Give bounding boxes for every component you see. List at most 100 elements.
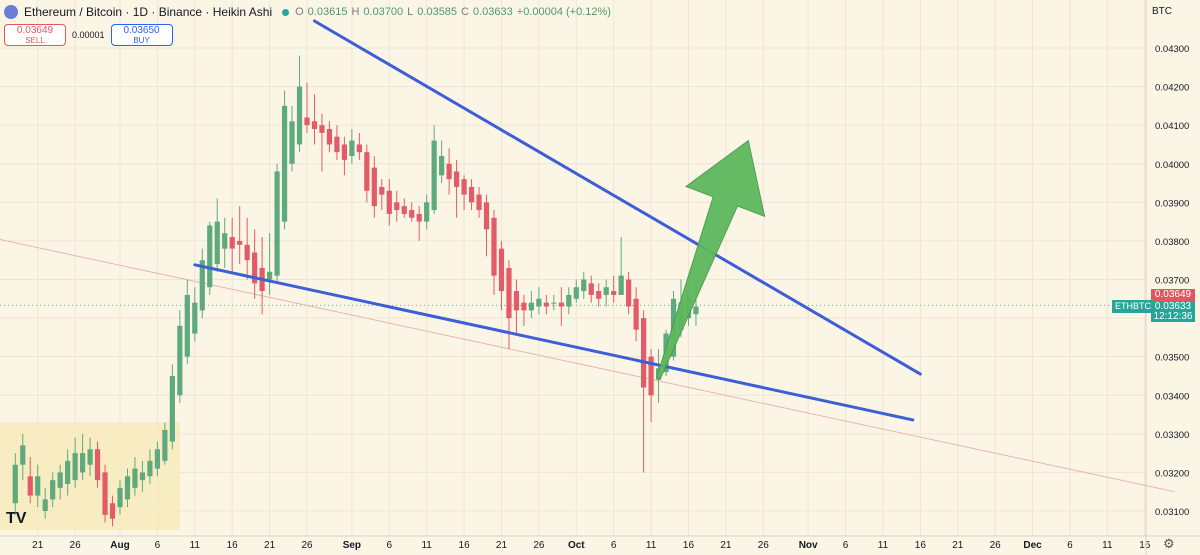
candle-body[interactable]: [364, 152, 370, 191]
candle-body[interactable]: [573, 287, 579, 299]
buy-button[interactable]: 0.03650 BUY: [110, 24, 173, 46]
candle-body[interactable]: [35, 476, 41, 496]
candle-body[interactable]: [326, 129, 333, 145]
candle-body[interactable]: [394, 202, 400, 211]
up-arrow-drawing[interactable]: [656, 139, 766, 380]
candle-body[interactable]: [431, 140, 437, 211]
candle-body[interactable]: [379, 186, 385, 195]
candle-body[interactable]: [603, 287, 609, 295]
candle-body[interactable]: [476, 194, 482, 211]
candle-body[interactable]: [184, 294, 190, 357]
candle-body[interactable]: [648, 356, 654, 396]
gear-icon[interactable]: ⚙: [1163, 536, 1175, 551]
candle-body[interactable]: [199, 260, 205, 311]
candle-body[interactable]: [468, 186, 475, 203]
candle-body[interactable]: [289, 121, 295, 164]
lower-trendline[interactable]: [193, 263, 915, 422]
symbol-title[interactable]: Ethereum / Bitcoin · 1D · Binance · Heik…: [24, 5, 273, 19]
candle-body[interactable]: [296, 86, 303, 145]
candle-body[interactable]: [50, 480, 56, 500]
last-price: 0.03633: [1154, 301, 1192, 312]
candle-body[interactable]: [446, 163, 452, 180]
candle-body[interactable]: [177, 325, 183, 396]
candle-body[interactable]: [57, 472, 63, 488]
candle-body[interactable]: [42, 499, 48, 511]
candle-body[interactable]: [371, 167, 377, 207]
candle-body[interactable]: [20, 445, 26, 465]
candle-body[interactable]: [281, 105, 288, 222]
candle-body[interactable]: [416, 213, 422, 222]
candle-body[interactable]: [267, 271, 273, 280]
candle-body[interactable]: [87, 449, 93, 465]
candle-body[interactable]: [102, 472, 108, 515]
candle-body[interactable]: [237, 240, 243, 245]
candle-body[interactable]: [513, 291, 520, 311]
candle-body[interactable]: [626, 279, 632, 307]
candle-body[interactable]: [558, 302, 564, 307]
candle-body[interactable]: [409, 210, 415, 218]
candle-body[interactable]: [498, 248, 505, 292]
candle-body[interactable]: [139, 472, 146, 481]
candle-body[interactable]: [304, 117, 310, 126]
candle-body[interactable]: [334, 136, 340, 153]
candle-body[interactable]: [386, 190, 392, 214]
candle-body[interactable]: [491, 217, 497, 276]
candle-body[interactable]: [566, 294, 572, 307]
candle-body[interactable]: [588, 283, 594, 295]
candle-body[interactable]: [506, 267, 512, 319]
candle-body[interactable]: [461, 179, 467, 195]
candle-body[interactable]: [12, 464, 18, 504]
candle-body[interactable]: [109, 503, 116, 519]
symbol-header[interactable]: Ethereum / Bitcoin · 1D · Binance · Heik…: [4, 3, 611, 21]
candle-body[interactable]: [401, 206, 407, 214]
candle-body[interactable]: [214, 221, 220, 265]
candle-body[interactable]: [117, 487, 123, 508]
candle-body[interactable]: [169, 375, 175, 442]
candle-body[interactable]: [454, 171, 460, 187]
candle-body[interactable]: [244, 244, 250, 261]
candle-body[interactable]: [311, 121, 318, 130]
sell-button[interactable]: 0.03649 SELL: [4, 24, 66, 46]
candle-body[interactable]: [521, 302, 527, 311]
candle-body[interactable]: [207, 225, 213, 288]
candle-body[interactable]: [80, 453, 86, 473]
candle-body[interactable]: [124, 476, 131, 500]
candle-body[interactable]: [162, 429, 168, 461]
candle-body[interactable]: [229, 237, 235, 249]
candle-body[interactable]: [424, 202, 430, 222]
candle-body[interactable]: [618, 275, 624, 295]
candle-body[interactable]: [641, 318, 647, 388]
candle-body[interactable]: [349, 140, 355, 157]
candle-body[interactable]: [439, 156, 445, 176]
candle-body[interactable]: [65, 460, 71, 484]
candle-body[interactable]: [536, 298, 542, 307]
candle-body[interactable]: [274, 171, 280, 276]
candle-body[interactable]: [72, 453, 78, 481]
candle-body[interactable]: [693, 306, 699, 315]
candle-body[interactable]: [356, 144, 362, 153]
candle-body[interactable]: [94, 449, 101, 481]
candle-body[interactable]: [633, 298, 639, 330]
upper-trendline[interactable]: [312, 19, 922, 376]
candle-body[interactable]: [581, 279, 587, 292]
candle-body[interactable]: [27, 476, 33, 496]
candle-body[interactable]: [611, 291, 617, 295]
candle-body[interactable]: [528, 302, 534, 311]
last-price-tag: 0.03633 12:12:36: [1151, 301, 1195, 322]
candle-body[interactable]: [551, 302, 557, 304]
candle-body[interactable]: [483, 202, 490, 230]
currency-selector[interactable]: BTC: [1152, 6, 1172, 17]
tradingview-logo[interactable]: TV: [6, 510, 27, 527]
drawing-tools-layer[interactable]: [193, 19, 922, 422]
candle-body[interactable]: [543, 302, 549, 307]
candle-body[interactable]: [319, 125, 325, 133]
candle-body[interactable]: [132, 468, 138, 488]
candle-body[interactable]: [222, 233, 228, 249]
candle-body[interactable]: [147, 460, 153, 477]
candle-body[interactable]: [192, 302, 198, 334]
candle-body[interactable]: [596, 291, 602, 299]
candle-body[interactable]: [154, 449, 160, 469]
candle-body[interactable]: [252, 252, 258, 284]
candle-body[interactable]: [341, 144, 347, 160]
